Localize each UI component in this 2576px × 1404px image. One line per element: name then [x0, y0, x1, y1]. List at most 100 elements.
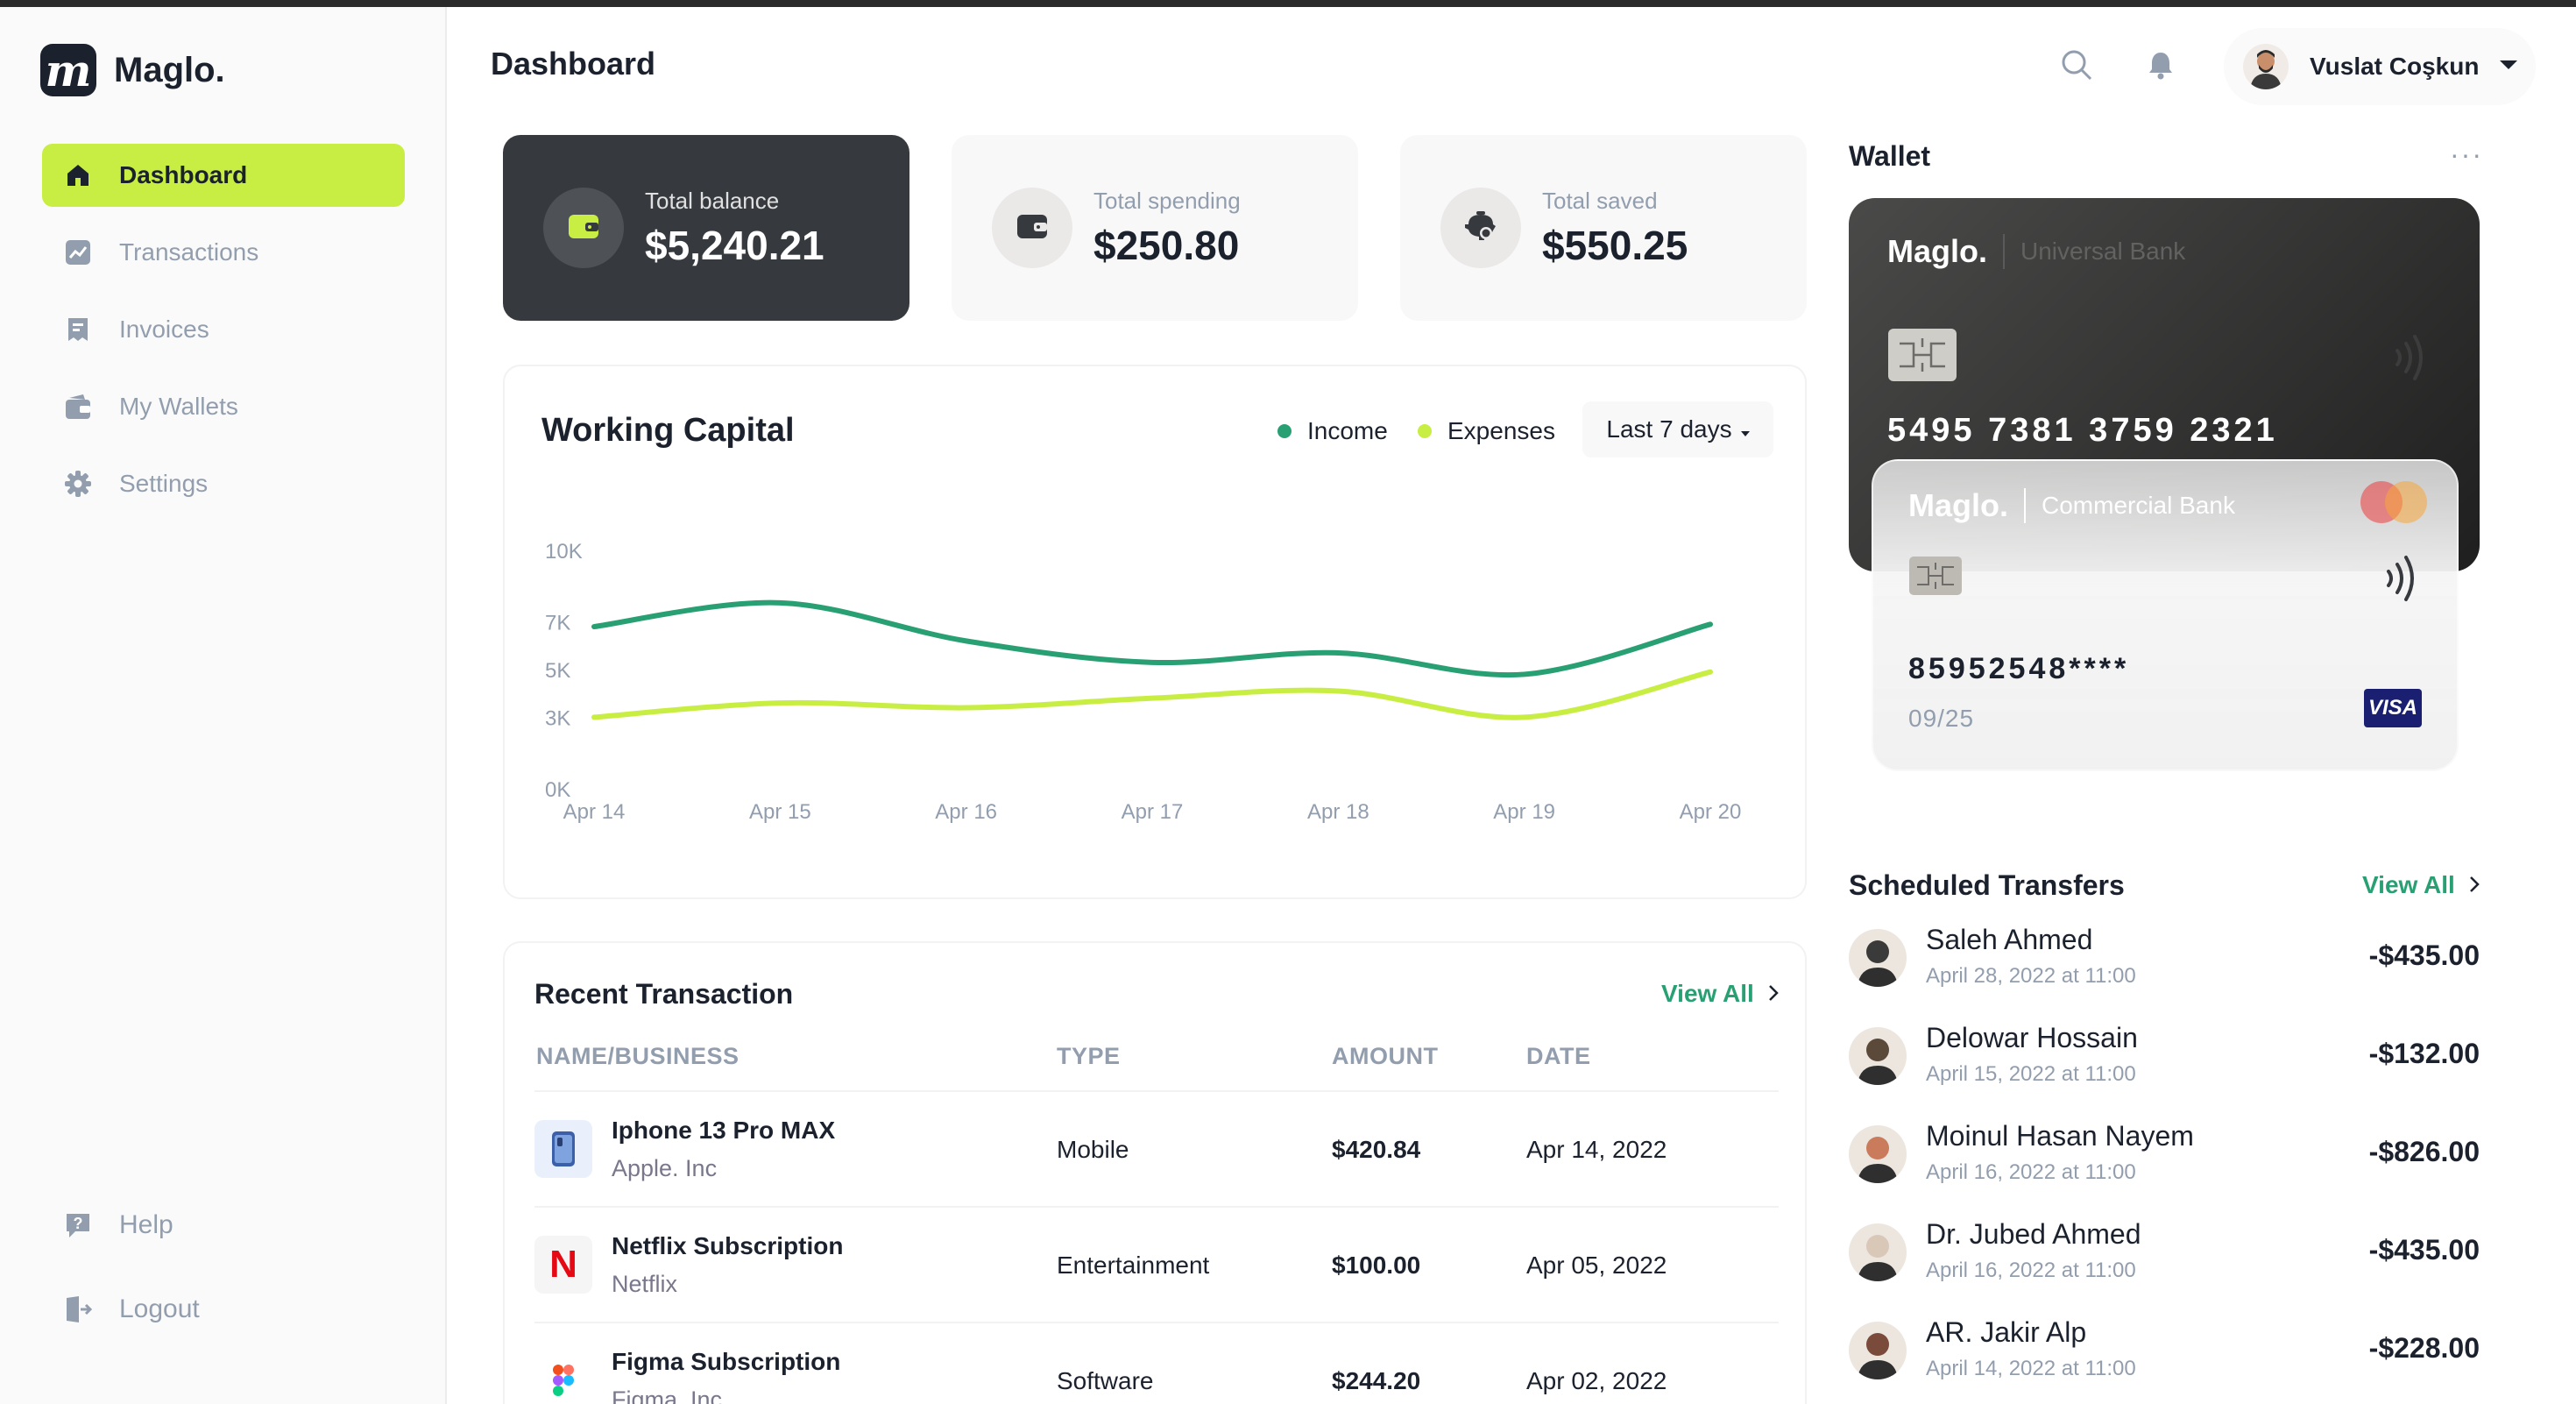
sidebar-item-my-wallets[interactable]: My Wallets [42, 375, 405, 438]
chevron-right-icon [1768, 980, 1779, 1008]
transfer-name: Dr. Jubed Ahmed [1926, 1218, 2141, 1250]
transaction-business: Apple. Inc [612, 1155, 718, 1181]
table-row[interactable]: N Netflix Subscription Netflix Entertain… [534, 1208, 1779, 1322]
page-title: Dashboard [491, 46, 656, 82]
sidebar-item-transactions[interactable]: Transactions [42, 221, 405, 284]
card-brand-name: Maglo. [1887, 233, 1987, 269]
card-brand: Maglo. Commercial Bank [1908, 487, 2235, 524]
user-menu[interactable]: Vuslat Coşkun [2224, 28, 2536, 105]
transfer-amount: -$435.00 [2368, 940, 2480, 971]
help-icon: ? [63, 1210, 93, 1240]
range-label: Last 7 days [1606, 415, 1732, 443]
transfer-amount: -$826.00 [2368, 1136, 2480, 1167]
income-dot [1277, 424, 1292, 438]
view-all-label: View All [2362, 871, 2455, 898]
y-tick-label: 5K [545, 659, 570, 683]
transaction-type: Mobile [1057, 1136, 1129, 1163]
transaction-type: Entertainment [1057, 1252, 1210, 1279]
transaction-date: Apr 02, 2022 [1526, 1367, 1667, 1394]
transfer-row[interactable]: Moinul Hasan Nayem April 16, 2022 at 11:0… [1849, 1115, 2480, 1194]
y-tick-label: 10K [545, 540, 583, 564]
gear-icon [63, 469, 93, 499]
transaction-name: Iphone 13 Pro MAX [612, 1117, 836, 1144]
avatar [1849, 929, 1907, 987]
legend-label: Expenses [1447, 417, 1555, 444]
transaction-amount: $100.00 [1332, 1252, 1421, 1279]
card-bank-name: Universal Bank [2020, 238, 2186, 265]
card-chip-icon [1908, 556, 1963, 600]
card-divider [2003, 234, 2005, 269]
stat-card-total-balance[interactable]: Total balance $5,240.21 [503, 135, 909, 321]
recent-view-all-link[interactable]: View All [1661, 980, 1779, 1008]
sidebar-item-settings[interactable]: Settings [42, 452, 405, 515]
stat-icon-circle [992, 188, 1072, 268]
sidebar-item-label: Transactions [119, 238, 259, 266]
main-nav: Dashboard Transactions Invoices My Walle… [42, 144, 405, 529]
table-divider [534, 1206, 1779, 1208]
legend-income: Income [1277, 417, 1388, 445]
scheduled-view-all-link[interactable]: View All [2362, 871, 2480, 899]
bell-icon[interactable] [2141, 46, 2180, 84]
transaction-date: Apr 05, 2022 [1526, 1252, 1667, 1279]
transfer-name: Delowar Hossain [1926, 1022, 2138, 1053]
card-number: 85952548**** [1908, 652, 2130, 685]
table-row[interactable]: Figma Subscription Figma. Inc Software $… [534, 1323, 1779, 1404]
stat-card-total-saved[interactable]: Total saved $550.25 [1400, 135, 1807, 321]
stat-label: Total spending [1093, 187, 1241, 214]
working-capital-card: Working Capital Income Expenses Last 7 d… [503, 365, 1807, 899]
avatar [1849, 1027, 1907, 1085]
sidebar-item-label: Logout [119, 1294, 200, 1323]
table-divider [534, 1090, 1779, 1092]
column-header-type: TYPE [1057, 1043, 1121, 1069]
contactless-icon [2381, 552, 2425, 609]
sidebar-item-label: Dashboard [119, 161, 248, 188]
x-tick-label: Apr 16 [935, 800, 997, 824]
column-header-amount: AMOUNT [1332, 1043, 1439, 1069]
wallet-title: Wallet [1849, 140, 1931, 172]
transfer-row[interactable]: Dr. Jubed Ahmed April 16, 2022 at 11:00 -$… [1849, 1213, 2480, 1292]
avatar [2243, 44, 2289, 89]
y-tick-label: 0K [545, 778, 570, 802]
stat-label: Total saved [1542, 187, 1658, 214]
avatar [1849, 1125, 1907, 1183]
app-logo[interactable]: m Maglo. [40, 44, 225, 96]
stat-label: Total balance [645, 187, 780, 214]
transfer-row[interactable]: Saleh Ahmed April 28, 2022 at 11:00 -$435.… [1849, 918, 2480, 997]
contactless-icon [2390, 331, 2434, 388]
search-icon[interactable] [2057, 46, 2096, 84]
sidebar-item-dashboard[interactable]: Dashboard [42, 144, 405, 207]
sidebar-item-label: Settings [119, 470, 209, 497]
sidebar-item-logout[interactable]: Logout [42, 1278, 405, 1341]
range-select[interactable]: Last 7 days [1582, 401, 1773, 457]
stat-value: $250.80 [1093, 222, 1240, 268]
card-brand: Maglo. Universal Bank [1887, 233, 2185, 270]
transaction-amount: $420.84 [1332, 1136, 1421, 1163]
y-tick-label: 3K [545, 706, 570, 730]
mastercard-icon [2352, 472, 2439, 537]
transaction-type: Software [1057, 1367, 1154, 1394]
transaction-business: Netflix [612, 1271, 678, 1297]
sidebar-item-help[interactable]: ? Help [42, 1194, 405, 1257]
sidebar-item-label: My Wallets [119, 393, 238, 420]
x-tick-label: Apr 19 [1493, 800, 1555, 824]
view-all-label: View All [1661, 980, 1754, 1007]
transfer-row[interactable]: Delowar Hossain April 15, 2022 at 11:00 -$… [1849, 1017, 2480, 1096]
sidebar-item-label: Help [119, 1210, 173, 1239]
stat-card-total-spending[interactable]: Total spending $250.80 [952, 135, 1358, 321]
card-commercial-bank[interactable]: Maglo. Commercial Bank 85952548**** 09/2… [1872, 459, 2459, 771]
transfer-row[interactable]: AR. Jakir Alp April 14, 2022 at 11:00 -$22… [1849, 1311, 2480, 1390]
table-row[interactable]: Iphone 13 Pro MAX Apple. Inc Mobile $420… [534, 1092, 1779, 1206]
x-tick-label: Apr 15 [749, 800, 811, 824]
transfer-amount: -$132.00 [2368, 1038, 2480, 1069]
legend-expenses: Expenses [1418, 417, 1555, 445]
table-divider [534, 1322, 1779, 1323]
sidebar-item-invoices[interactable]: Invoices [42, 298, 405, 361]
more-icon[interactable]: ··· [2450, 138, 2483, 170]
recent-transactions-card: Recent Transaction View All NAME/BUSINES… [503, 941, 1807, 1404]
logout-icon [63, 1294, 93, 1324]
card-chip-icon [1887, 328, 1957, 386]
expenses-dot [1418, 424, 1432, 438]
x-tick-label: Apr 20 [1680, 800, 1742, 824]
x-tick-label: Apr 18 [1307, 800, 1369, 824]
